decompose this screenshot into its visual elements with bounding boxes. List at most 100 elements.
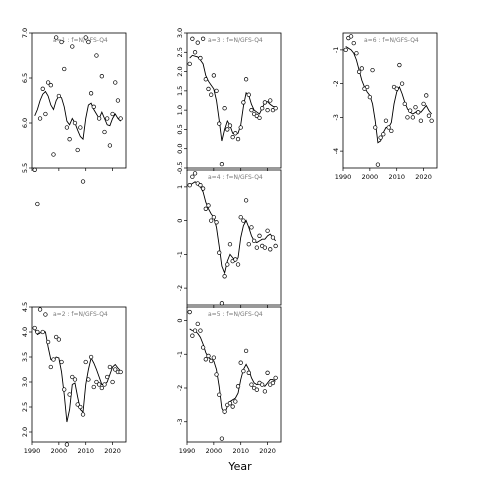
y-tick-label: 0 <box>176 318 184 322</box>
y-tick-label: -1 <box>332 47 340 53</box>
y-tick-label: 1.0 <box>176 105 184 115</box>
data-point <box>222 409 227 414</box>
fit-line <box>34 90 121 141</box>
data-point <box>243 348 249 354</box>
data-point <box>416 110 421 115</box>
data-point <box>407 108 413 113</box>
y-tick-label: 1.5 <box>176 86 184 96</box>
data-point <box>219 436 225 441</box>
data-point <box>209 92 214 97</box>
data-point <box>254 387 259 392</box>
data-point <box>421 101 426 107</box>
data-point <box>83 359 88 365</box>
data-point <box>203 206 208 211</box>
data-point <box>198 55 203 61</box>
data-point <box>96 382 102 387</box>
data-point <box>217 250 222 255</box>
data-point <box>235 262 241 267</box>
data-point <box>426 113 432 118</box>
data-point <box>265 370 270 375</box>
data-point <box>88 354 94 360</box>
data-point <box>88 91 94 96</box>
data-point <box>233 399 238 404</box>
y-tick-label: 2.5 <box>21 402 29 412</box>
fit-line <box>189 328 276 415</box>
data-point <box>365 84 370 90</box>
data-point <box>238 360 243 365</box>
data-point <box>198 328 203 333</box>
y-tick-label: -3 <box>176 419 184 425</box>
data-point <box>375 162 381 167</box>
data-point <box>351 40 356 46</box>
data-point <box>56 337 62 342</box>
data-point <box>83 35 88 40</box>
data-point <box>105 116 110 121</box>
data-point <box>249 225 254 230</box>
y-tick-label: 0.5 <box>176 124 184 134</box>
y-tick-label: 0 <box>176 219 184 223</box>
data-point <box>381 132 386 137</box>
y-tick-label: -2 <box>176 285 184 291</box>
y-tick-label: 0.0 <box>176 144 184 154</box>
data-point <box>260 106 265 111</box>
data-point <box>424 93 429 98</box>
data-point <box>214 88 219 94</box>
data-point <box>102 129 107 135</box>
plot-frame <box>31 32 127 169</box>
data-point <box>113 80 118 85</box>
data-point <box>262 245 268 250</box>
panel-a1: 5.5 6.0 6.5 7.0 a=1 : f=N/GFS-Q4 <box>21 28 127 207</box>
data-point <box>214 220 219 225</box>
panel-title: a=1 : f=N/GFS-Q4 <box>53 37 108 44</box>
y-tick-label: 4.0 <box>21 327 29 337</box>
data-point <box>386 125 391 130</box>
data-point <box>389 128 394 134</box>
data-point <box>45 80 51 85</box>
data-point <box>243 198 249 203</box>
data-point <box>233 257 238 262</box>
data-point <box>40 329 45 335</box>
data-point <box>359 66 364 71</box>
data-point <box>246 242 251 247</box>
data-point <box>227 401 233 406</box>
data-point <box>241 368 246 374</box>
y-tick-label: -0.5 <box>176 162 184 175</box>
data-point <box>70 44 75 49</box>
data-point <box>241 100 246 105</box>
data-point <box>270 235 276 240</box>
data-point <box>187 309 192 315</box>
y-tick-label: 4.5 <box>21 302 29 312</box>
data-point <box>190 174 195 179</box>
data-point <box>273 106 278 111</box>
y-tick-label: 2.0 <box>21 427 29 437</box>
data-point <box>102 382 107 387</box>
data-point <box>225 262 230 267</box>
data-point <box>105 374 110 380</box>
data-point <box>91 384 96 390</box>
data-point <box>399 81 405 86</box>
y-tick-label: 5.5 <box>21 163 29 173</box>
x-tick-label: 1990 <box>335 173 352 181</box>
data-point <box>192 171 198 176</box>
data-point <box>209 218 214 223</box>
data-point <box>418 118 424 123</box>
data-point <box>211 73 217 78</box>
data-point <box>35 329 40 335</box>
plot-frame <box>186 169 282 306</box>
data-point <box>110 379 115 385</box>
data-point <box>214 372 219 377</box>
data-point <box>394 86 399 91</box>
panel-title: a=3 : f=N/GFS-Q4 <box>208 37 263 44</box>
data-point <box>118 116 123 121</box>
data-point <box>211 215 217 220</box>
data-point <box>190 333 195 338</box>
panel-title: a=4 : f=N/GFS-Q4 <box>208 174 263 181</box>
data-point <box>235 384 241 389</box>
data-point <box>367 94 373 100</box>
data-point <box>235 136 241 142</box>
y-tick-label: 3.0 <box>176 28 184 38</box>
data-point <box>54 334 59 340</box>
data-point <box>383 118 389 123</box>
data-point <box>110 111 115 117</box>
y-tick-label: -1 <box>176 251 184 257</box>
